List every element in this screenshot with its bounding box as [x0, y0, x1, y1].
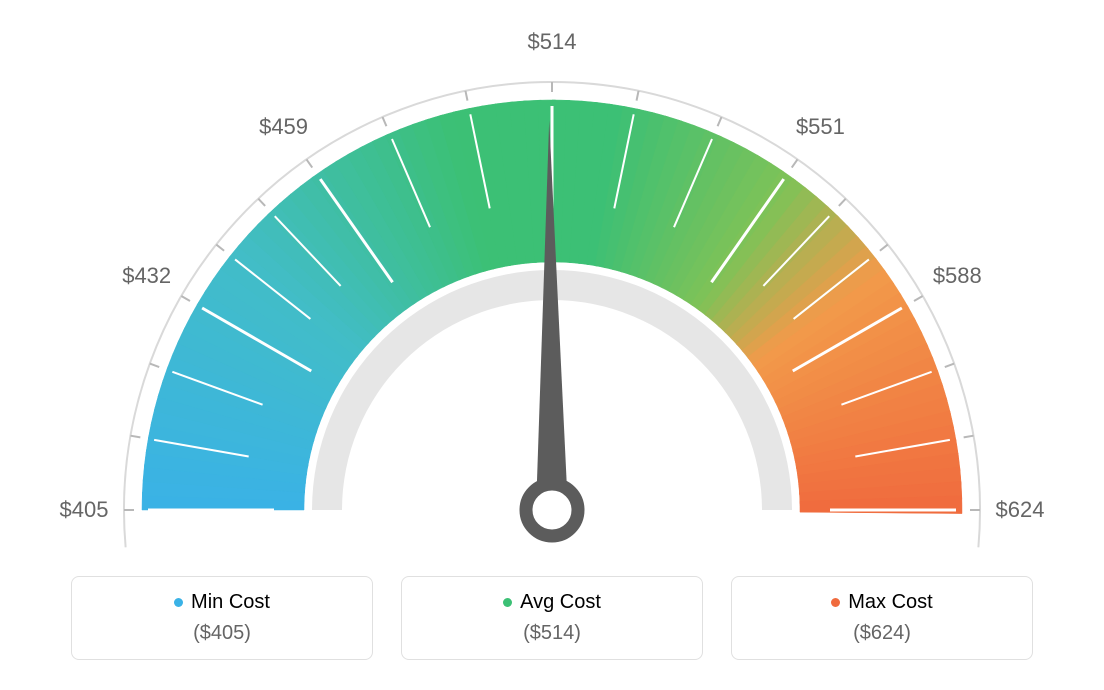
legend-label-min: Min Cost	[191, 591, 270, 614]
legend-card-avg: Avg Cost ($514)	[401, 576, 703, 660]
gauge-tick-label: $624	[996, 497, 1045, 523]
gauge-tick-label: $514	[528, 29, 577, 55]
legend-title-avg: Avg Cost	[503, 591, 601, 614]
legend-title-max: Max Cost	[831, 591, 932, 614]
legend-value-max: ($624)	[732, 622, 1032, 645]
legend-title-min: Min Cost	[174, 591, 270, 614]
legend-label-max: Max Cost	[848, 591, 932, 614]
legend-value-avg: ($514)	[402, 622, 702, 645]
legend-card-min: Min Cost ($405)	[71, 576, 373, 660]
legend-label-avg: Avg Cost	[520, 591, 601, 614]
gauge-tick-label: $551	[796, 114, 845, 140]
legend-value-min: ($405)	[72, 622, 372, 645]
legend-dot-min	[174, 598, 183, 607]
gauge-tick-label: $459	[259, 114, 308, 140]
gauge-tick-label: $405	[60, 497, 109, 523]
legend-dot-max	[831, 598, 840, 607]
legend-card-max: Max Cost ($624)	[731, 576, 1033, 660]
gauge-tick-label: $588	[933, 263, 982, 289]
gauge-tick-label: $432	[122, 263, 171, 289]
legend-row: Min Cost ($405) Avg Cost ($514) Max Cost…	[0, 576, 1104, 660]
legend-dot-avg	[503, 598, 512, 607]
gauge-chart: $405 $432 $459 $514 $551 $588 $624	[0, 0, 1104, 560]
chart-container: $405 $432 $459 $514 $551 $588 $624 Min Cost ($…	[0, 0, 1104, 690]
